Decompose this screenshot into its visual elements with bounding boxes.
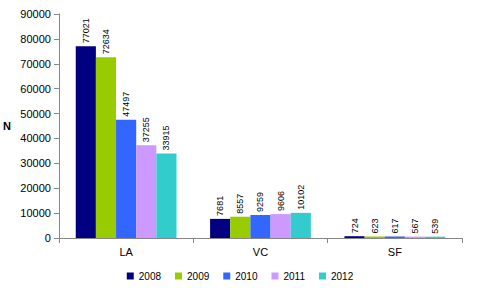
svg-text:70000: 70000	[20, 58, 51, 70]
svg-text:539: 539	[430, 219, 440, 234]
svg-text:47497: 47497	[121, 92, 131, 117]
svg-text:9606: 9606	[276, 191, 286, 211]
svg-text:724: 724	[350, 218, 360, 233]
svg-text:90000: 90000	[20, 8, 51, 20]
svg-text:33915: 33915	[161, 126, 171, 151]
svg-text:VC: VC	[253, 246, 268, 258]
svg-text:37255: 37255	[141, 117, 151, 142]
svg-text:0: 0	[45, 232, 51, 244]
svg-text:10000: 10000	[20, 207, 51, 219]
svg-text:40000: 40000	[20, 132, 51, 144]
svg-text:LA: LA	[119, 246, 133, 258]
svg-text:2012: 2012	[331, 271, 354, 282]
svg-text:60000: 60000	[20, 83, 51, 95]
svg-text:8557: 8557	[235, 194, 245, 214]
svg-text:2009: 2009	[187, 271, 210, 282]
svg-text:SF: SF	[388, 246, 402, 258]
svg-text:72634: 72634	[101, 29, 111, 54]
svg-text:567: 567	[410, 219, 420, 234]
svg-text:30000: 30000	[20, 157, 51, 169]
svg-text:N: N	[3, 120, 11, 132]
svg-text:2008: 2008	[139, 271, 162, 282]
svg-text:2010: 2010	[235, 271, 258, 282]
svg-text:10102: 10102	[296, 185, 306, 210]
svg-text:9259: 9259	[255, 192, 265, 212]
svg-text:2011: 2011	[283, 271, 305, 282]
svg-text:20000: 20000	[20, 182, 51, 194]
svg-text:50000: 50000	[20, 108, 51, 120]
svg-text:77021: 77021	[81, 18, 91, 43]
svg-text:7681: 7681	[215, 196, 225, 216]
svg-text:80000: 80000	[20, 33, 51, 45]
svg-text:623: 623	[370, 218, 380, 233]
svg-text:617: 617	[390, 218, 400, 233]
